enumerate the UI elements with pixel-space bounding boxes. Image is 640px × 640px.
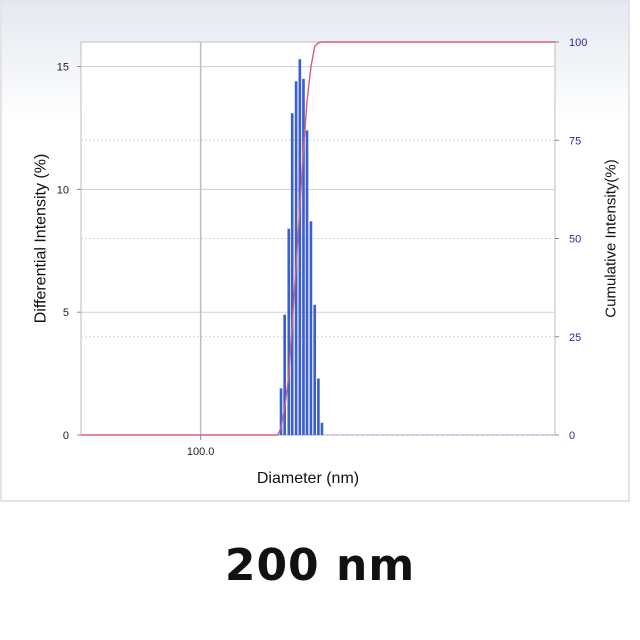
y-tick-label: 5 [63,307,69,319]
y2-tick-label: 75 [569,135,581,147]
chart-figure: 0 5 10 15 0 25 50 75 100 100.0 Diameter (nm) Diff… [0,0,630,502]
grid [81,42,555,436]
caption: 200 nm [224,540,416,591]
histogram-bar [320,422,324,435]
histogram-bar [298,59,302,435]
y-tick-label: 10 [57,184,69,196]
histogram-bar [287,228,291,435]
y2-tick-label: 50 [569,234,581,246]
histogram-bar [305,130,309,436]
y-tick-label: 0 [63,430,69,442]
histogram-bar [283,314,286,435]
y2-axis-title: Cumulative Intensity(%) [602,159,619,317]
histogram-bar [302,78,305,435]
histogram-bar [313,304,317,435]
x-axis-title: Diameter (nm) [257,470,359,487]
ticks: 0 5 10 15 0 25 50 75 100 100.0 [57,37,588,458]
cumulative-line-group [81,41,555,436]
histogram-bar [309,221,313,435]
chart-svg: 0 5 10 15 0 25 50 75 100 100.0 Diameter (nm) Diff… [0,0,630,502]
y-axis-title: Differential Intensity (%) [33,154,50,324]
y2-tick-label: 100 [569,37,587,49]
histogram-bar [290,113,294,435]
y2-tick-label: 25 [569,332,581,344]
histogram-bar [317,378,320,435]
histogram-bar [279,388,283,435]
cumulative-line [81,41,555,436]
y-tick-label: 15 [57,62,69,74]
y2-tick-label: 0 [569,430,575,442]
x-tick-label: 100.0 [187,446,215,458]
